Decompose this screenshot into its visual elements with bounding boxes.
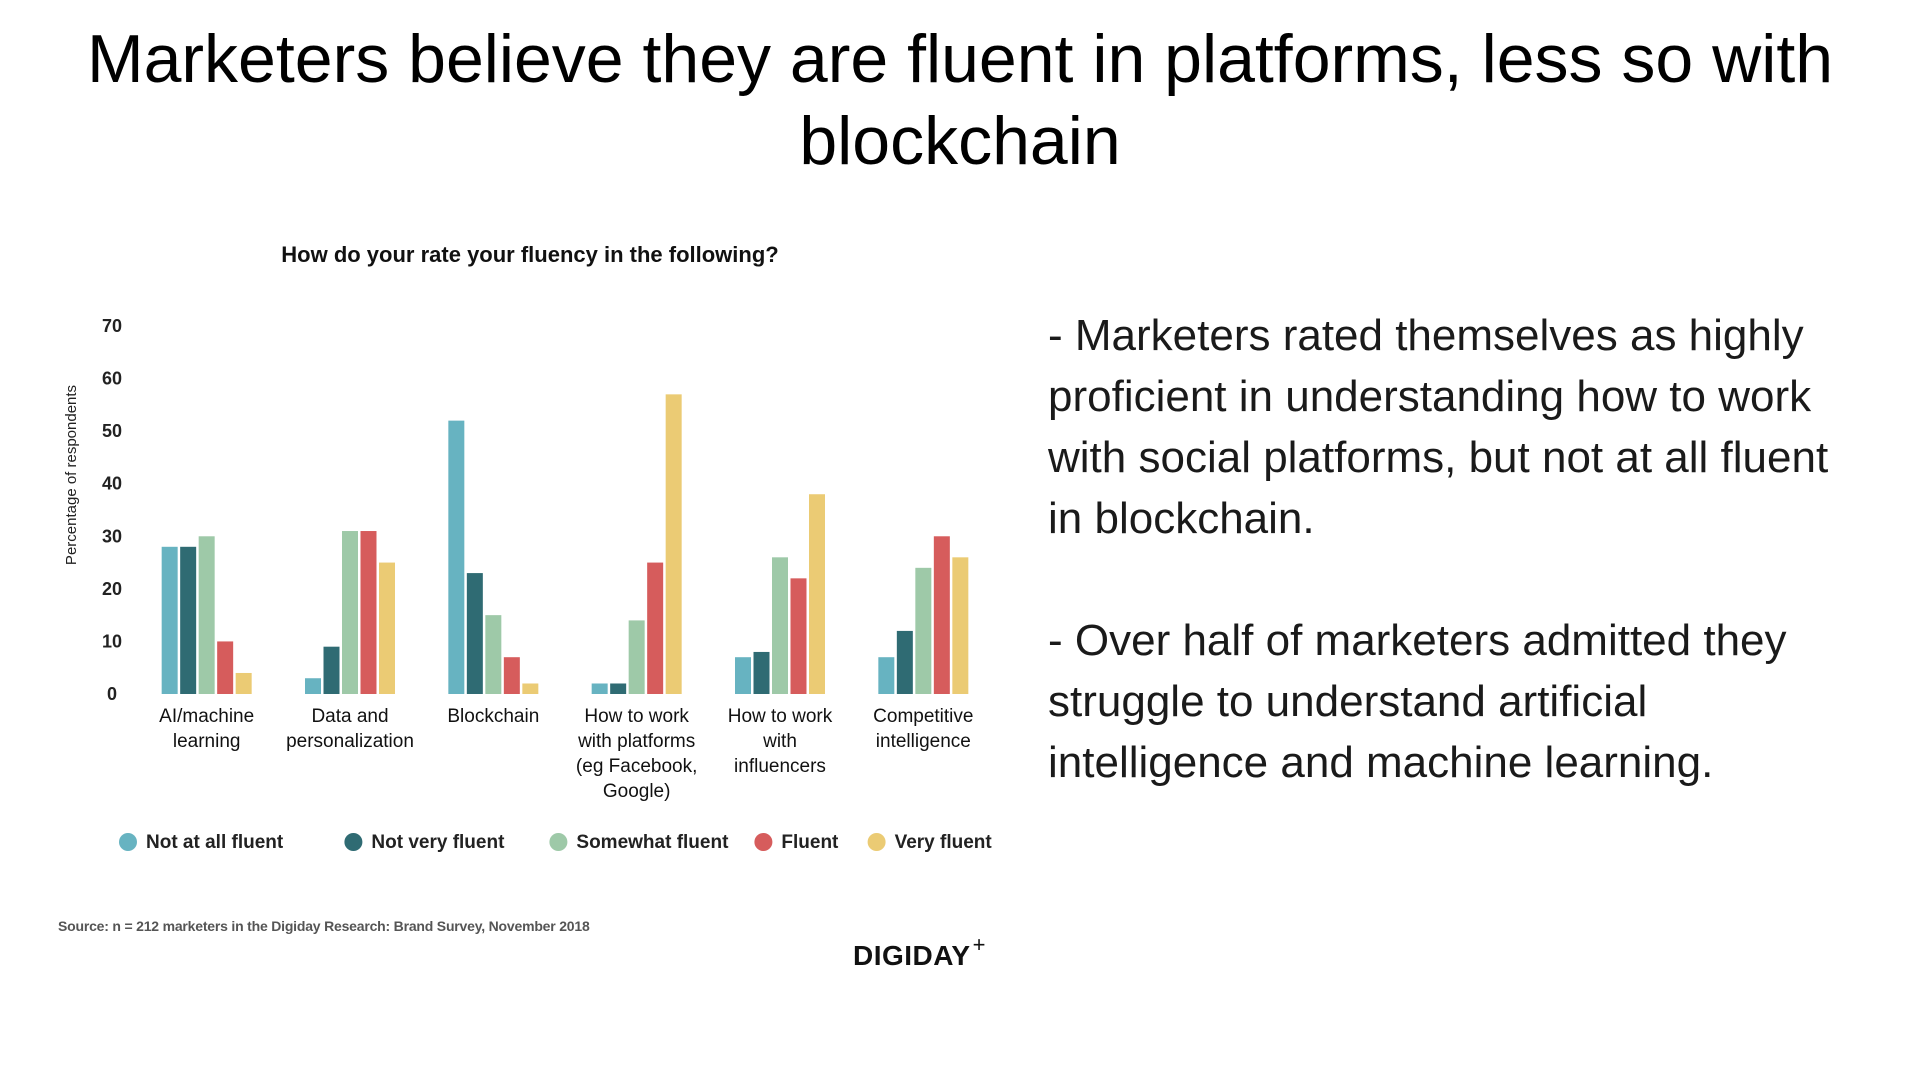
x-tick-label-4-0: How to work bbox=[728, 706, 833, 727]
y-tick-label-30: 30 bbox=[102, 526, 122, 546]
legend-label-1: Not very fluent bbox=[371, 832, 505, 853]
bar-5-0 bbox=[878, 657, 895, 694]
note-platforms: - Marketers rated themselves as highly p… bbox=[1048, 311, 1829, 543]
y-tick-label-10: 10 bbox=[102, 631, 122, 651]
bar-4-3 bbox=[790, 578, 807, 694]
bar-5-2 bbox=[915, 567, 932, 694]
x-tick-label-5-0: Competitive bbox=[873, 706, 973, 727]
commentary: - Marketers rated themselves as highly p… bbox=[1048, 305, 1868, 854]
bar-5-3 bbox=[933, 536, 950, 694]
bar-1-0 bbox=[305, 678, 321, 694]
bar-3-4 bbox=[665, 394, 682, 694]
slide-title: Marketers believe they are fluent in pla… bbox=[86, 21, 1834, 179]
digiday-logo: DIGIDAY+ bbox=[853, 932, 986, 972]
x-tick-label-1-0: Data and bbox=[311, 706, 388, 727]
bar-3-0 bbox=[591, 683, 608, 694]
note-ai: - Over half of marketers admitted they s… bbox=[1048, 616, 1787, 787]
bar-0-4 bbox=[235, 672, 252, 694]
chart-canvas: How do your rate your fluency in the fol… bbox=[63, 242, 992, 853]
x-tick-label-4-2: influencers bbox=[734, 756, 826, 777]
legend-swatch-1 bbox=[344, 833, 363, 851]
chart-legend: Not at all fluent Not very fluent Somewhat… bbox=[119, 832, 992, 853]
chart-title: How do your rate your fluency in the fol… bbox=[281, 242, 778, 267]
y-tick-label-60: 60 bbox=[102, 369, 122, 389]
legend-swatch-2 bbox=[549, 833, 568, 851]
bar-2-1 bbox=[466, 573, 483, 694]
bar-0-1 bbox=[180, 546, 197, 694]
y-tick-label-0: 0 bbox=[107, 684, 117, 704]
bar-3-2 bbox=[628, 620, 645, 694]
bar-5-4 bbox=[952, 557, 969, 694]
x-axis-labels: AI/machine learning Data and personalizatio… bbox=[159, 706, 973, 802]
bar-0-0 bbox=[161, 546, 178, 694]
bar-2-3 bbox=[503, 657, 520, 694]
bar-0-2 bbox=[198, 536, 215, 694]
legend-label-0: Not at all fluent bbox=[146, 832, 284, 853]
x-tick-label-1-1: personalization bbox=[286, 731, 414, 752]
source-note: Source: n = 212 marketers in the Digiday… bbox=[58, 918, 590, 934]
y-axis-label: Percentage of respondents bbox=[63, 385, 80, 565]
bar-3-3 bbox=[647, 562, 664, 694]
bar-2-4 bbox=[522, 683, 539, 694]
bar-4-0 bbox=[735, 657, 751, 694]
x-tick-label-3-2: (eg Facebook, bbox=[576, 756, 697, 777]
legend-swatch-4 bbox=[867, 833, 886, 851]
bar-0-3 bbox=[217, 641, 234, 694]
bar-2-2 bbox=[485, 615, 502, 694]
x-tick-label-0-0: AI/machine bbox=[159, 706, 254, 727]
y-tick-label-50: 50 bbox=[102, 421, 122, 441]
bar-4-4 bbox=[809, 494, 825, 694]
bar-4-1 bbox=[753, 651, 770, 694]
brand-name: DIGIDAY bbox=[853, 940, 971, 971]
x-tick-label-2-0: Blockchain bbox=[447, 706, 539, 727]
y-tick-label-20: 20 bbox=[102, 579, 122, 599]
legend-swatch-3 bbox=[754, 833, 773, 851]
x-tick-label-5-1: intelligence bbox=[876, 731, 971, 752]
legend-swatch-0 bbox=[119, 833, 137, 851]
legend-label-3: Fluent bbox=[781, 832, 839, 853]
x-tick-label-3-0: How to work bbox=[584, 706, 689, 727]
legend-label-4: Very fluent bbox=[895, 832, 993, 853]
bar-chart: How do your rate your fluency in the fol… bbox=[40, 240, 1020, 880]
legend-label-2: Somewhat fluent bbox=[576, 832, 729, 853]
brand-plus-mark: + bbox=[972, 932, 986, 957]
bar-1-4 bbox=[379, 562, 395, 694]
bar-2-0 bbox=[448, 420, 465, 694]
x-tick-label-3-3: Google) bbox=[603, 781, 671, 802]
bar-4-2 bbox=[772, 557, 788, 694]
bars-group bbox=[161, 394, 969, 694]
bar-1-2 bbox=[342, 531, 358, 694]
bar-1-3 bbox=[360, 531, 377, 694]
y-tick-label-40: 40 bbox=[102, 474, 122, 494]
bar-1-1 bbox=[323, 646, 340, 694]
x-tick-label-4-1: with bbox=[762, 731, 797, 752]
bar-5-1 bbox=[896, 630, 913, 694]
y-axis-ticks: 0 10 20 30 40 50 60 70 bbox=[102, 316, 122, 704]
x-tick-label-0-1: learning bbox=[173, 731, 241, 752]
y-tick-label-70: 70 bbox=[102, 316, 122, 336]
x-tick-label-3-1: with platforms bbox=[577, 731, 695, 752]
bar-3-1 bbox=[610, 683, 627, 694]
